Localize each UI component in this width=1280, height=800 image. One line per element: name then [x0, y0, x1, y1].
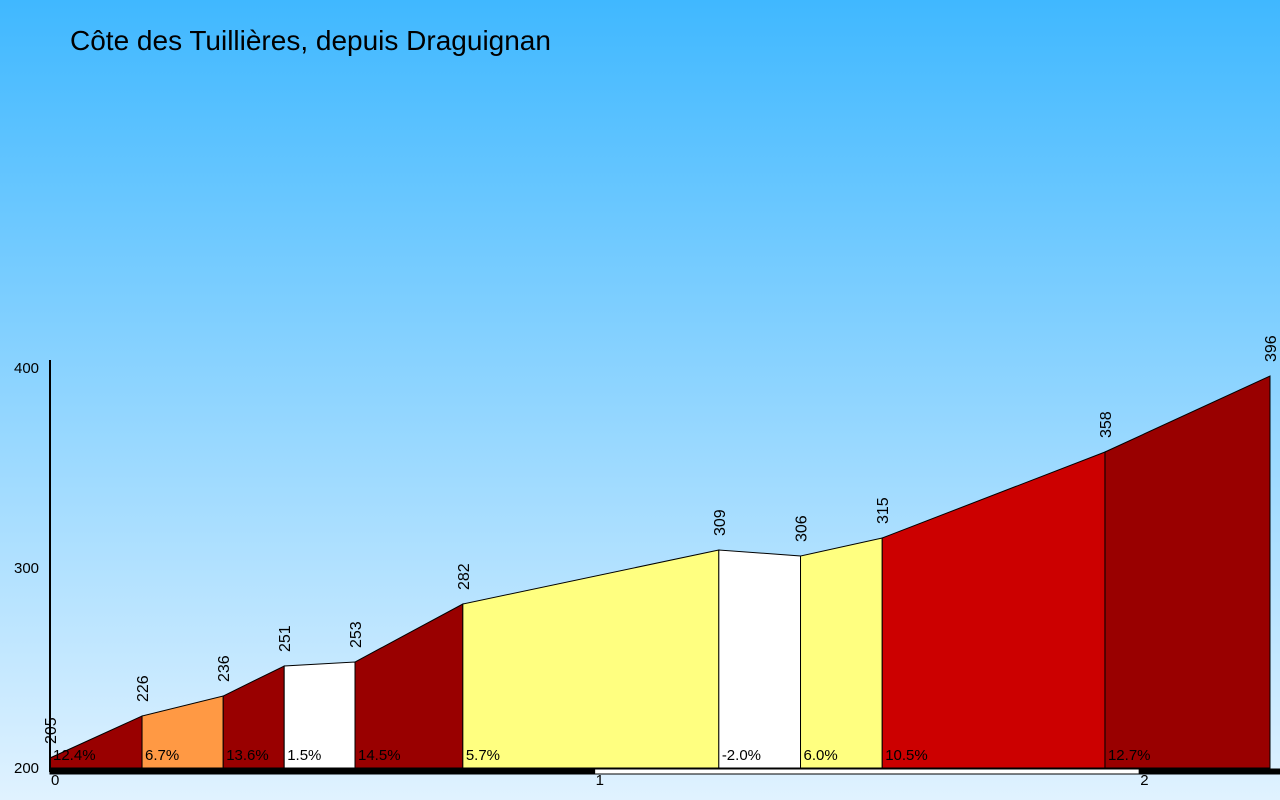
gradient-label: 6.0% [804, 747, 838, 764]
y-tick-label: 200 [14, 760, 39, 777]
y-tick-label: 300 [14, 560, 39, 577]
elevation-label: 282 [456, 563, 473, 590]
chart-title: Côte des Tuillières, depuis Draguignan [70, 25, 551, 56]
axes-layer: 200 300 400 0 1 2 [14, 360, 1280, 789]
gradient-label: 1.5% [287, 747, 321, 764]
gradient-label: 12.4% [53, 747, 96, 764]
labels-layer: 12.4% 6.7% 13.6% 1.5% 14.5% 5.7% -2.0% 6.0% 10.5… [43, 335, 1280, 764]
elevation-label: 251 [277, 625, 294, 652]
gradient-label: 13.6% [226, 747, 269, 764]
gradient-label: 6.7% [145, 747, 179, 764]
elevation-label: 396 [1263, 335, 1280, 362]
x-tick-label: 2 [1140, 772, 1148, 789]
elevation-label: 205 [43, 717, 60, 744]
x-tick-label: 1 [596, 772, 604, 789]
gradient-label: 14.5% [358, 747, 401, 764]
profile-segment [1104, 375, 1271, 769]
elevation-label: 253 [348, 621, 365, 648]
x-tick-label: 0 [51, 772, 59, 789]
gradient-label: 5.7% [466, 747, 500, 764]
gradient-label: -2.0% [722, 747, 761, 764]
km-bar [594, 768, 1140, 775]
gradient-label: 12.7% [1108, 747, 1151, 764]
elevation-label: 358 [1098, 411, 1115, 438]
y-tick-label: 400 [14, 360, 39, 377]
elevation-label: 226 [135, 675, 152, 702]
profile-segment [718, 549, 802, 769]
elevation-label: 309 [712, 509, 729, 536]
segments-layer [49, 375, 1271, 769]
elevation-label: 236 [216, 655, 233, 682]
km-bar [1138, 768, 1280, 775]
profile-segment [800, 537, 883, 769]
gradient-label: 10.5% [885, 747, 928, 764]
km-bar [49, 768, 596, 775]
elevation-label: 315 [875, 497, 892, 524]
elevation-label: 306 [794, 515, 811, 542]
